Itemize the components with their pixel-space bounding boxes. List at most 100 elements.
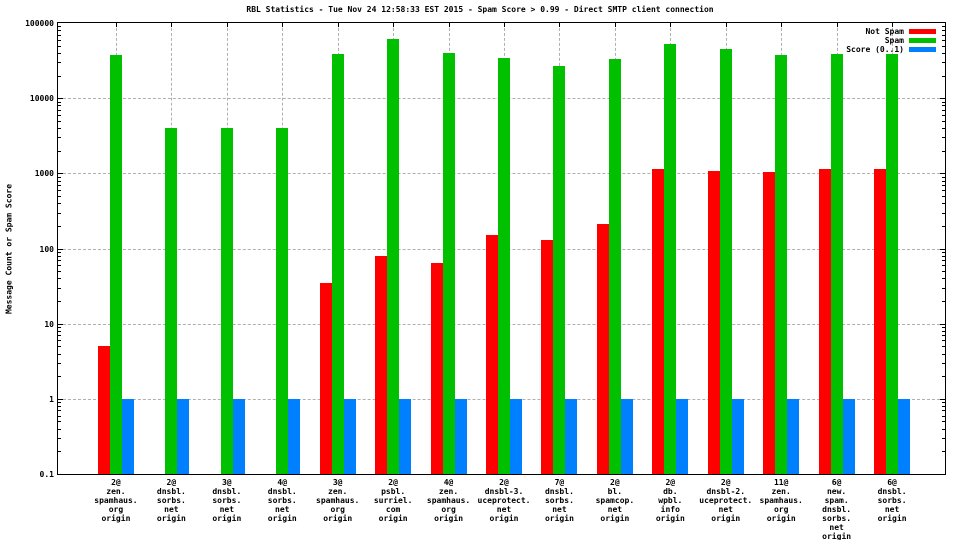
y-axis-tick <box>940 173 945 175</box>
bar-not-spam <box>375 255 388 474</box>
y-axis-minor-tick <box>942 451 945 453</box>
y-axis-minor-tick <box>58 109 61 111</box>
y-axis-minor-tick <box>942 327 945 329</box>
bar-score <box>676 398 689 474</box>
y-axis-minor-tick <box>58 184 61 186</box>
legend-label-spam: Spam <box>884 35 904 45</box>
y-axis-minor-tick <box>58 451 61 453</box>
x-axis-tick <box>836 23 838 27</box>
y-axis-minor-tick <box>942 410 945 412</box>
y-axis-minor-tick <box>942 120 945 122</box>
y-axis-minor-tick <box>942 428 945 430</box>
y-axis-minor-tick <box>58 402 61 404</box>
bar-not-spam <box>707 170 720 474</box>
y-axis-minor-tick <box>58 278 61 280</box>
bar-score <box>177 398 190 474</box>
y-axis-minor-tick <box>942 255 945 257</box>
y-axis-minor-tick <box>58 335 61 337</box>
bar-score <box>121 398 134 474</box>
x-tick-label: 2@ db. wpbl. info origin <box>655 478 685 523</box>
bar-score <box>510 398 522 474</box>
y-axis-minor-tick <box>58 101 61 103</box>
y-axis-tick <box>58 98 63 100</box>
y-axis-minor-tick <box>58 34 61 36</box>
x-axis-tick <box>393 23 395 27</box>
y-axis-minor-tick <box>942 376 945 378</box>
y-axis-minor-tick <box>58 287 61 289</box>
y-tick-label: 10 <box>44 319 54 329</box>
y-axis-minor-tick <box>58 39 61 41</box>
y-axis-minor-tick <box>942 335 945 337</box>
x-axis-tick <box>282 23 284 27</box>
bar-not-spam <box>430 262 443 474</box>
bar-not-spam <box>97 346 110 474</box>
bar-spam <box>387 38 400 474</box>
y-axis-minor-tick <box>58 225 61 227</box>
x-axis-tick <box>171 23 173 27</box>
y-axis-minor-tick <box>58 353 61 355</box>
bar-not-spam <box>652 168 665 474</box>
y-axis-minor-tick <box>58 362 61 364</box>
y-axis-minor-tick <box>942 406 945 408</box>
y-axis-tick <box>940 323 945 325</box>
y-axis-minor-tick <box>58 75 61 77</box>
y-axis-minor-tick <box>58 26 61 28</box>
x-axis-tick <box>670 23 672 27</box>
y-tick-label: 0.1 <box>39 470 54 479</box>
y-axis-minor-tick <box>942 362 945 364</box>
bar-score <box>620 398 633 474</box>
bar-spam <box>220 128 233 474</box>
y-axis-minor-tick <box>942 287 945 289</box>
y-axis-minor-tick <box>58 438 61 440</box>
y-axis-minor-tick <box>942 421 945 423</box>
y-axis-minor-tick <box>58 137 61 139</box>
y-axis-minor-tick <box>58 265 61 267</box>
bar-not-spam <box>818 168 831 474</box>
x-axis-tick <box>337 23 339 27</box>
bar-spam <box>664 44 677 474</box>
y-axis-minor-tick <box>942 26 945 28</box>
x-tick-label: 3@ dnsbl. sorbs. net origin <box>212 478 242 523</box>
y-axis-minor-tick <box>58 327 61 329</box>
bar-score <box>565 398 578 474</box>
bar-score <box>898 398 911 474</box>
bar-not-spam <box>541 239 554 474</box>
chart-title: RBL Statistics - Tue Nov 24 12:58:33 EST… <box>246 5 714 14</box>
y-axis-minor-tick <box>942 75 945 77</box>
y-axis-minor-tick <box>58 415 61 417</box>
y-axis-minor-tick <box>942 330 945 332</box>
y-axis-minor-tick <box>942 265 945 267</box>
y-axis-minor-tick <box>942 45 945 47</box>
y-axis-minor-tick <box>58 150 61 152</box>
bar-not-spam <box>763 172 776 474</box>
y-axis-minor-tick <box>942 301 945 303</box>
y-axis-minor-tick <box>942 415 945 417</box>
y-axis-tick <box>940 98 945 100</box>
x-axis-tick <box>504 23 505 27</box>
y-axis-minor-tick <box>942 190 945 191</box>
y-axis-minor-tick <box>58 120 61 122</box>
bar-score <box>399 398 412 474</box>
y-axis-tick <box>58 248 63 250</box>
x-tick-label: 4@ dnsbl. sorbs. net origin <box>267 478 297 523</box>
y-axis-minor-tick <box>942 340 945 342</box>
x-axis-tick <box>448 23 450 27</box>
legend-item-not-spam: Not Spam <box>865 26 936 36</box>
bar-spam <box>165 128 178 474</box>
y-axis-minor-tick <box>58 105 61 107</box>
y-axis-minor-tick <box>942 114 945 116</box>
y-axis-minor-tick <box>942 195 945 197</box>
y-axis-minor-tick <box>58 176 61 178</box>
y-axis-tick <box>58 173 63 175</box>
legend-label-score: Score (0..1) <box>846 44 904 54</box>
y-axis-minor-tick <box>58 195 61 197</box>
bar-spam <box>553 65 566 474</box>
legend-label-not-spam: Not Spam <box>865 26 904 36</box>
y-axis-minor-tick <box>942 176 945 178</box>
x-axis-tick <box>892 23 894 27</box>
plot-area <box>57 22 946 475</box>
y-axis-minor-tick <box>58 180 61 182</box>
y-axis-tick <box>58 323 63 325</box>
legend-swatch-not-spam <box>909 28 936 34</box>
